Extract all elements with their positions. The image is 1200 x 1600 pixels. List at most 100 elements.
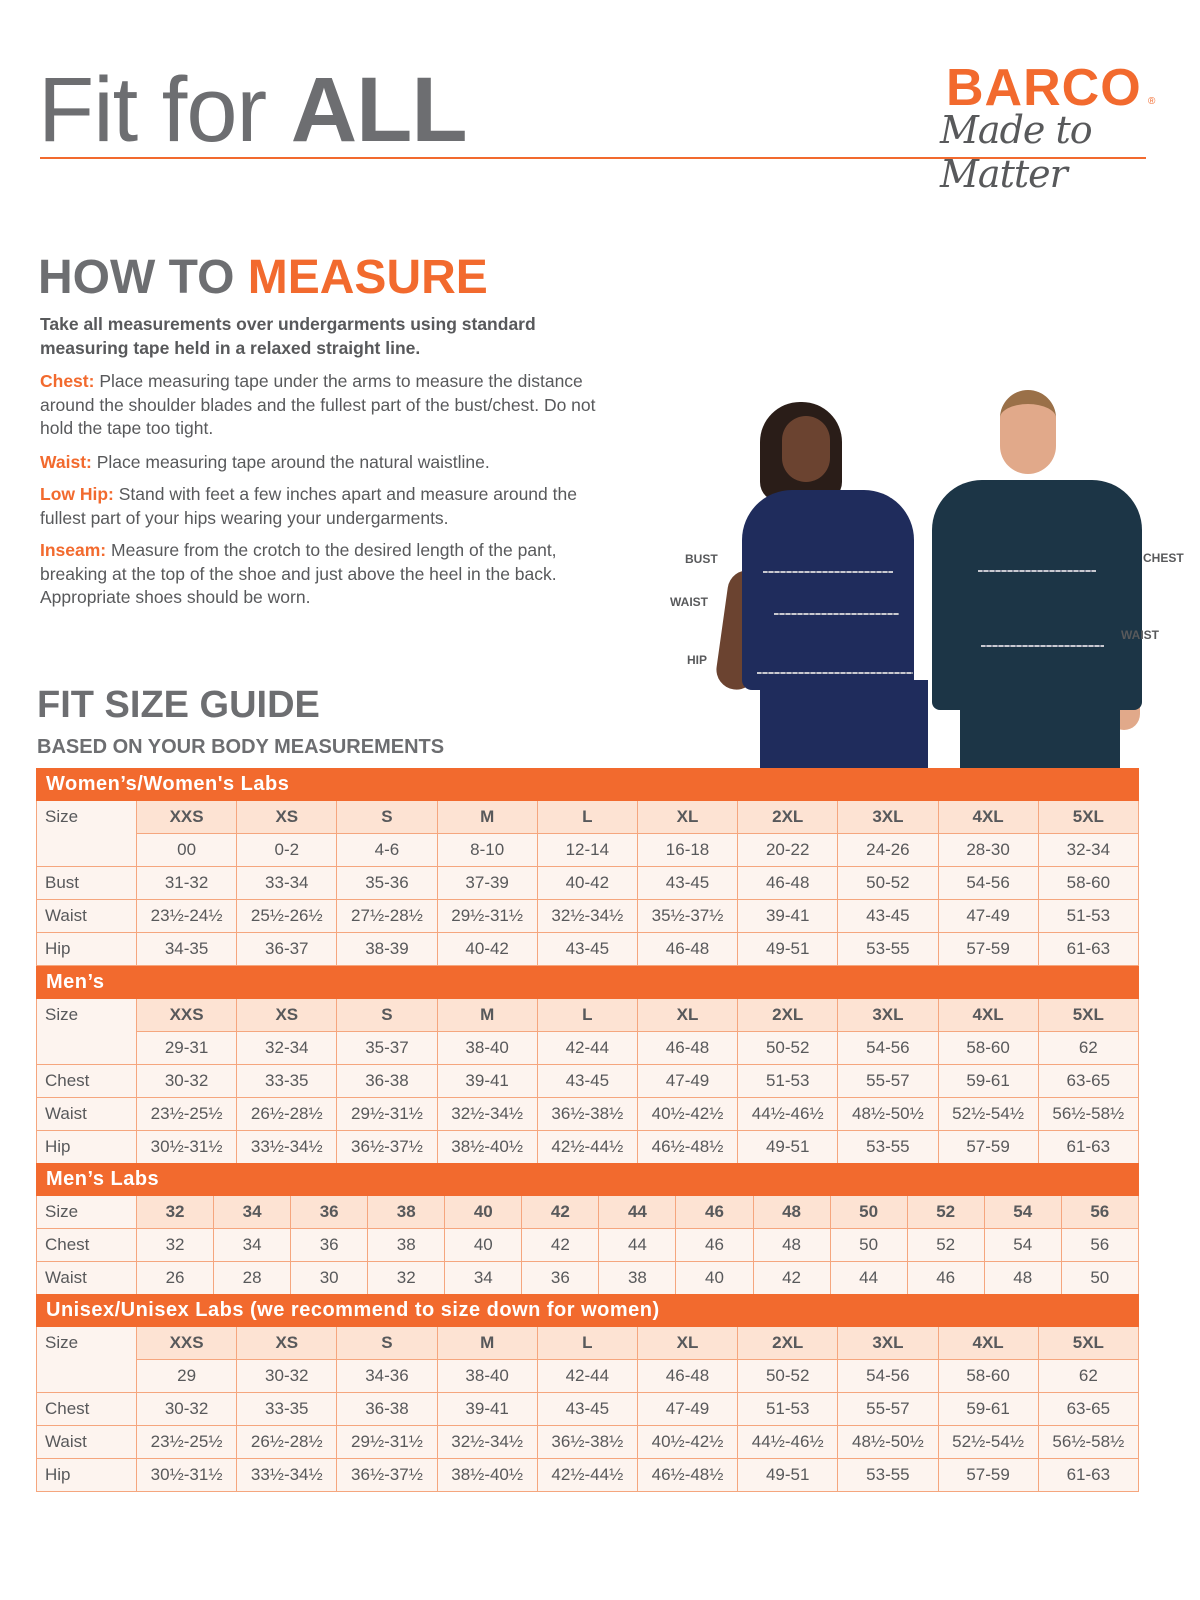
size-cell: M (436, 800, 538, 834)
measurement-cell: 46-48 (636, 932, 739, 966)
size-label: Size (36, 998, 137, 1065)
size-row: Size XXS XS S M L XL 2XL 3XL 4XL 5XL (36, 1326, 1140, 1393)
numeric-size-cell: 20-22 (737, 833, 839, 867)
hip-label: HIP (687, 653, 708, 667)
numeric-size-cell: 54-56 (837, 1359, 939, 1393)
size-cell: 50 (829, 1195, 908, 1229)
measurement-cell: 46½-48½ (636, 1130, 739, 1164)
table-header-row: Women’s/Women's Labs (35, 768, 1140, 801)
measurement-cell: 57-59 (937, 932, 1039, 966)
table-row: Bust 31-32 33-34 35-36 37-39 40-42 43-45 46-48 5… (36, 866, 1140, 900)
size-label: Size (36, 800, 137, 867)
measurement-cell: 61-63 (1037, 1458, 1140, 1492)
measurement-cell: 38½-40½ (436, 1458, 538, 1492)
measurement-cell: 26½-28½ (236, 1425, 338, 1459)
size-cell: 34 (213, 1195, 292, 1229)
numeric-size-cell: 50-52 (737, 1031, 839, 1065)
measurement-cell: 57-59 (937, 1130, 1039, 1164)
measurement-cell: 34 (444, 1261, 523, 1295)
size-cell: S (336, 800, 438, 834)
measurement-cell: 39-41 (436, 1392, 538, 1426)
measurement-cell: 36-38 (336, 1392, 438, 1426)
measurement-cell: 39-41 (737, 899, 839, 933)
measurement-cell: 30-32 (135, 1392, 238, 1426)
measurement-cell: 47-49 (636, 1064, 739, 1098)
numeric-size-cell: 50-52 (737, 1359, 839, 1393)
numeric-size-cell: 38-40 (436, 1359, 538, 1393)
measurement-cell: 50 (1060, 1261, 1139, 1295)
size-row: Size XXS XS S M L XL 2XL 3XL 4XL 5XL (36, 998, 1139, 1065)
low-hip-instruction: Low Hip: Stand with feet a few inches ap… (40, 484, 577, 528)
table-row: Hip 34-35 36-37 38-39 40-42 43-45 46-48 49-51 53… (36, 932, 1140, 966)
measurement-cell: 33-34 (236, 866, 338, 900)
numeric-size-cell: 54-56 (837, 1031, 939, 1065)
size-cell: XS (236, 1326, 338, 1360)
measurement-cell: 56 (1060, 1228, 1139, 1262)
numeric-size-cell: 42-44 (536, 1031, 638, 1065)
size-cell: XXS (135, 998, 238, 1032)
measurement-cell: 47-49 (937, 899, 1039, 933)
size-cell: 4XL (937, 1326, 1039, 1360)
waist-label-men: WAIST (1121, 628, 1159, 642)
table-row: Chest 30-32 33-35 36-38 39-41 43-45 47-49 51-53… (36, 1392, 1140, 1426)
measurement-cell: 63-65 (1037, 1064, 1139, 1098)
numeric-size-cell: 62 (1037, 1359, 1140, 1393)
size-cell: XL (636, 800, 739, 834)
measurement-cell: 33-35 (236, 1064, 338, 1098)
measurement-cell: 44½-46½ (737, 1097, 839, 1131)
table-section-title: Unisex/Unisex Labs (we recommend to size… (36, 1294, 1139, 1327)
measurement-cell: 49-51 (737, 1458, 839, 1492)
table-section-title: Men’s Labs (36, 1163, 1139, 1196)
measurement-cell: 42½-44½ (536, 1130, 638, 1164)
size-row: Size XXS XS S M L XL 2XL 3XL 4XL 5XL (36, 800, 1140, 867)
chest-line (978, 570, 1096, 572)
size-cell: XL (636, 998, 739, 1032)
row-label: Hip (36, 1458, 137, 1492)
unisex-size-table: Unisex/Unisex Labs (we recommend to size… (36, 1294, 1140, 1492)
numeric-size-cell: 38-40 (436, 1031, 538, 1065)
measurement-cell: 43-45 (636, 866, 739, 900)
size-cell: 32 (135, 1195, 215, 1229)
numeric-size-cell: 0-2 (236, 833, 338, 867)
waist-instruction: Waist: Place measuring tape around the n… (40, 452, 490, 472)
woman-scrub-top (742, 490, 914, 690)
measurement-cell: 40 (444, 1228, 523, 1262)
measurement-cell: 23½-25½ (135, 1097, 238, 1131)
measurement-cell: 53-55 (837, 1130, 939, 1164)
fit-size-guide-subtitle: BASED ON YOUR BODY MEASUREMENTS (37, 736, 445, 758)
title-divider (40, 157, 1146, 159)
man-head (1000, 390, 1056, 474)
measurement-cell: 33-35 (236, 1392, 338, 1426)
measurement-cell: 32 (367, 1261, 446, 1295)
chest-label: CHEST (1143, 551, 1184, 565)
measurement-cell: 36½-37½ (336, 1130, 438, 1164)
size-cell: 38 (367, 1195, 446, 1229)
table-row: Waist 23½-25½ 26½-28½ 29½-31½ 32½-34½ 36½-38½… (36, 1425, 1140, 1459)
table-row: Waist 23½-24½ 25½-26½ 27½-28½ 29½-31½ 32½-34½… (36, 899, 1140, 933)
measurement-cell: 48½-50½ (837, 1425, 939, 1459)
numeric-size-cell: 29-31 (135, 1031, 238, 1065)
numeric-size-cell: 34-36 (336, 1359, 438, 1393)
measurement-cell: 55-57 (837, 1064, 939, 1098)
size-cell: 54 (983, 1195, 1062, 1229)
table-section-title: Men’s (36, 966, 1139, 999)
size-cell: 3XL (837, 998, 939, 1032)
size-cell: XXS (135, 1326, 238, 1360)
measurement-cell: 51-53 (737, 1392, 839, 1426)
table-row: Waist 23½-25½ 26½-28½ 29½-31½ 32½-34½ 36½-38½… (36, 1097, 1139, 1131)
mens-size-table: Men’s Size XXS XS S M L XL 2XL 3XL 4XL 5XL 29-31 32-3… (36, 966, 1139, 1164)
size-cell: 2XL (737, 1326, 839, 1360)
measurement-cell: 56½-58½ (1037, 1097, 1139, 1131)
measurement-cell: 32½-34½ (536, 899, 638, 933)
measurement-cell: 59-61 (937, 1392, 1039, 1426)
measurement-cell: 49-51 (737, 932, 839, 966)
measurement-cell: 61-63 (1037, 1130, 1139, 1164)
size-cell: L (536, 1326, 638, 1360)
measurement-cell: 53-55 (837, 932, 939, 966)
measurement-cell: 38-39 (336, 932, 438, 966)
measurement-cell: 31-32 (135, 866, 238, 900)
measurement-cell: 23½-25½ (135, 1425, 238, 1459)
size-cell: 2XL (737, 998, 839, 1032)
row-label: Waist (36, 1261, 137, 1295)
size-cell: M (436, 998, 538, 1032)
